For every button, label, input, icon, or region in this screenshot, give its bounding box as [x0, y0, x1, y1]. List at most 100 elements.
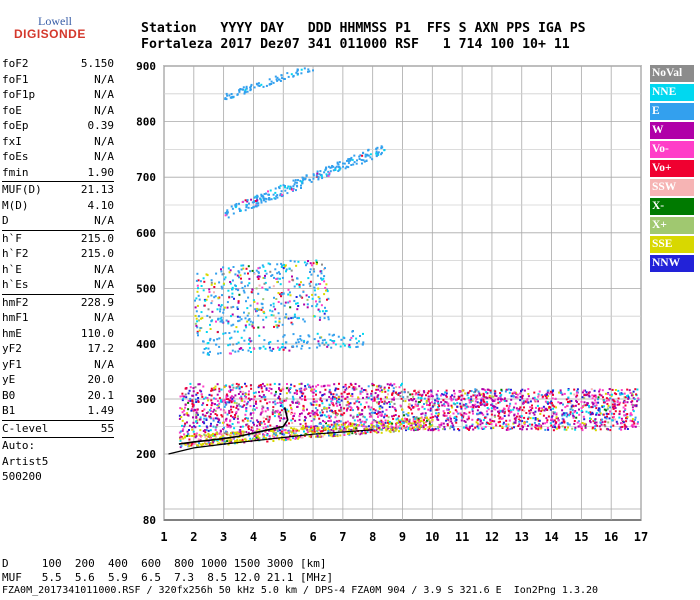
echo-point — [274, 403, 277, 406]
echo-point — [202, 442, 204, 445]
echo-point — [413, 426, 416, 429]
echo-point — [287, 410, 290, 413]
echo-point — [206, 353, 209, 356]
echo-point — [219, 439, 222, 442]
echo-point — [285, 392, 288, 395]
echo-point — [301, 345, 304, 347]
echo-point — [551, 418, 554, 421]
echo-point — [334, 169, 337, 171]
echo-point — [603, 401, 606, 404]
echo-point — [238, 316, 241, 319]
echo-point — [306, 340, 309, 343]
echo-point — [212, 441, 215, 444]
echo-point — [347, 425, 349, 428]
echo-point — [191, 399, 194, 402]
echo-point — [308, 384, 311, 387]
echo-point — [452, 426, 455, 429]
echo-point — [371, 382, 374, 385]
echo-point — [481, 388, 484, 391]
echo-point — [376, 401, 378, 404]
echo-point — [314, 293, 317, 296]
echo-point — [231, 411, 234, 414]
echo-point — [292, 437, 295, 440]
echo-point — [227, 344, 230, 347]
echo-point — [269, 383, 272, 386]
echo-point — [234, 204, 237, 207]
echo-point — [290, 383, 293, 386]
echo-point — [213, 439, 216, 442]
echo-point — [217, 404, 220, 407]
echo-point — [489, 391, 492, 394]
echo-point — [475, 395, 477, 398]
echo-point — [296, 338, 299, 341]
echo-point — [257, 84, 260, 87]
param-name: h`F2 — [2, 247, 29, 260]
echo-point — [246, 419, 249, 422]
param-row: B1 1.49 — [2, 403, 114, 419]
echo-point — [442, 414, 445, 417]
echo-point — [229, 435, 232, 437]
echo-point — [274, 197, 277, 200]
echo-point — [429, 407, 432, 410]
echo-point — [415, 416, 418, 419]
echo-point — [315, 426, 318, 429]
echo-point — [183, 433, 186, 436]
echo-point — [398, 386, 401, 389]
echo-point — [584, 426, 587, 429]
echo-point — [249, 340, 252, 343]
echo-point — [436, 416, 439, 419]
echo-point — [505, 399, 508, 402]
echo-point — [277, 346, 279, 349]
echo-point — [490, 410, 493, 413]
echo-point — [323, 275, 326, 278]
echo-point — [352, 415, 355, 418]
echo-point — [345, 387, 348, 390]
echo-point — [331, 397, 334, 400]
echo-point — [215, 343, 218, 346]
echo-point — [326, 345, 329, 348]
echo-point — [424, 424, 427, 426]
echo-point — [286, 438, 289, 441]
echo-point — [462, 414, 465, 417]
echo-point — [420, 396, 423, 399]
echo-point — [327, 174, 330, 177]
echo-point — [340, 395, 343, 398]
echo-point — [511, 392, 514, 395]
echo-point — [273, 394, 276, 397]
echo-point — [328, 172, 331, 175]
echo-point — [476, 409, 479, 412]
echo-point — [410, 424, 413, 427]
profile-lower-curve — [168, 429, 373, 455]
echo-point — [188, 445, 191, 448]
echo-point — [258, 384, 261, 387]
echo-point — [604, 425, 607, 428]
echo-point — [338, 168, 341, 171]
echo-point — [247, 265, 250, 268]
echo-point — [312, 69, 314, 72]
echo-point — [313, 388, 316, 391]
echo-point — [249, 405, 252, 408]
echo-point — [623, 396, 626, 399]
echo-point — [260, 385, 263, 388]
echo-point — [384, 421, 387, 424]
echo-point — [312, 418, 315, 421]
echo-point — [189, 399, 192, 402]
echo-point — [368, 407, 370, 410]
echo-point — [335, 420, 338, 423]
echo-point — [295, 71, 298, 74]
echo-point — [256, 424, 259, 427]
echo-point — [213, 397, 216, 400]
echo-point — [460, 406, 463, 409]
echo-point — [497, 410, 499, 413]
echo-point — [222, 428, 225, 430]
echo-point — [630, 413, 633, 416]
echo-point — [223, 440, 226, 443]
echo-point — [179, 407, 182, 410]
echo-point — [380, 419, 383, 422]
echo-point — [312, 268, 315, 271]
echo-point — [567, 389, 570, 392]
echo-point — [562, 403, 564, 406]
echo-point — [207, 411, 210, 414]
echo-point — [346, 408, 348, 411]
echo-point — [205, 438, 208, 441]
